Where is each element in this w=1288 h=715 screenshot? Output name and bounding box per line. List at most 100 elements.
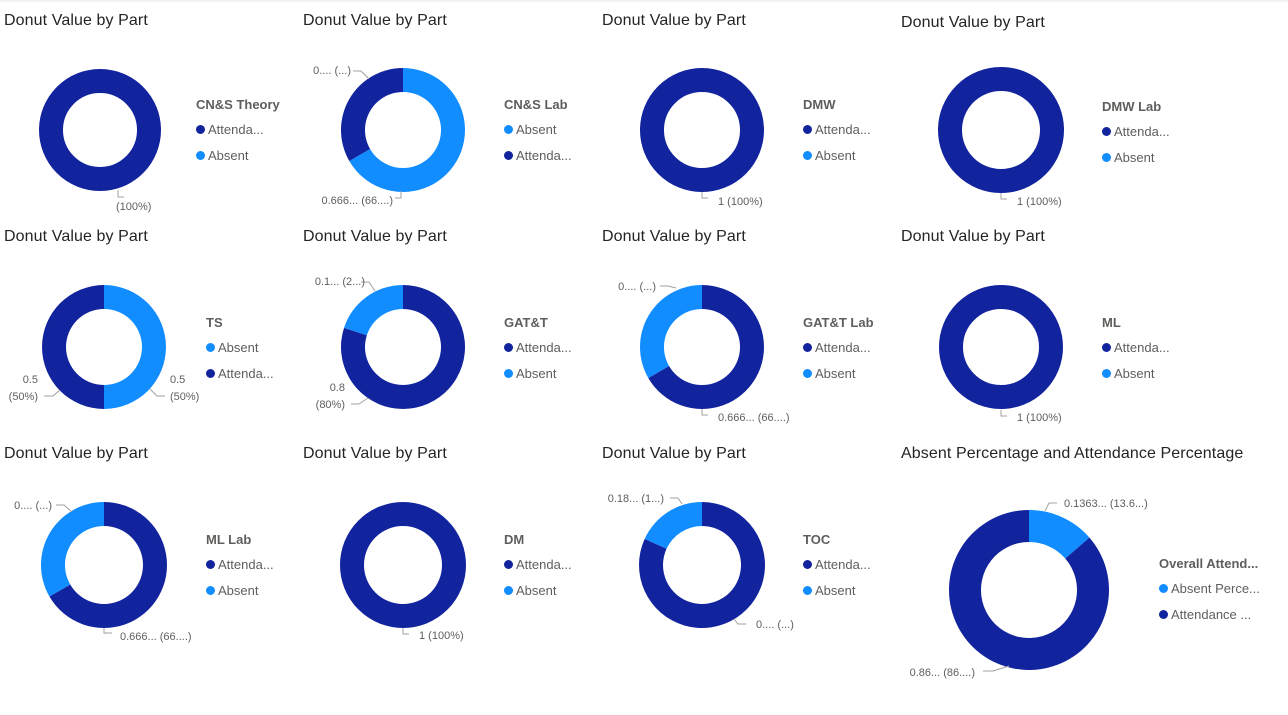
legend-item-attenda[interactable]: Attenda... <box>196 120 306 140</box>
legend-item-attenda[interactable]: Attenda... <box>206 555 316 575</box>
legend-item-absent[interactable]: Absent <box>803 364 913 384</box>
legend-item-attenda[interactable]: Attenda... <box>504 555 614 575</box>
slice-absent[interactable] <box>344 285 403 336</box>
legend: TS Absent Attenda... <box>206 314 316 384</box>
slice-absent[interactable] <box>104 285 166 409</box>
legend-item-absent[interactable]: Absent <box>803 146 913 166</box>
slice-attendance[interactable] <box>939 285 1063 409</box>
leader-line <box>353 70 370 80</box>
slice-attendance[interactable] <box>340 502 466 628</box>
legend-item-absent-perce[interactable]: Absent Perce... <box>1159 579 1269 599</box>
legend-item-attenda[interactable]: Attenda... <box>803 338 913 358</box>
donut-card-dm[interactable]: Donut Value by Part 1 (100%) DM Attenda... A… <box>299 433 594 648</box>
legend-label: Absent <box>208 148 249 163</box>
donut-card-gatandt[interactable]: Donut Value by Part 0.8 (80%) 0.1... (2...)… <box>299 216 594 431</box>
donut-card-ml-lab[interactable]: Donut Value by Part 0.666... (66....) 0...… <box>0 433 295 648</box>
leader-line <box>733 618 746 625</box>
legend-label: Absent <box>516 583 557 598</box>
donut-card-cnands-lab[interactable]: Donut Value by Part 0.666... (66....) 0...… <box>299 0 594 215</box>
legend-label: Absent <box>1114 366 1155 381</box>
slice-attendance[interactable] <box>640 68 764 192</box>
legend-item-absent[interactable]: Absent <box>504 581 614 601</box>
legend-label: Attenda... <box>218 366 274 381</box>
slice-attendance[interactable] <box>49 502 168 628</box>
data-label: 0.5 <box>23 374 38 386</box>
slice-absent[interactable] <box>644 502 702 549</box>
donut-card-dmw[interactable]: Donut Value by Part 1 (100%) DMW Attenda...… <box>598 0 893 215</box>
legend-item-attenda[interactable]: Attenda... <box>206 364 316 384</box>
donut-card-dmw-lab[interactable]: Donut Value by Part 1 (100%) DMW Lab Attend… <box>897 2 1192 217</box>
legend-label: Attenda... <box>208 122 264 137</box>
legend-item-attendance[interactable]: Attendance ... <box>1159 605 1269 625</box>
chart-title: Donut Value by Part <box>901 14 1045 31</box>
legend-label: Attenda... <box>1114 340 1170 355</box>
data-label: 0.... (...) <box>618 281 656 293</box>
leader-line <box>983 665 1010 672</box>
legend: TOC Attenda... Absent <box>803 531 913 601</box>
slice-absent[interactable] <box>349 68 465 192</box>
legend-label: Absent <box>1114 150 1155 165</box>
data-label: 1 (100%) <box>1017 196 1062 208</box>
legend-title: DM <box>504 532 525 547</box>
legend-item-attenda[interactable]: Attenda... <box>1102 338 1212 358</box>
slice-absent[interactable] <box>41 502 104 597</box>
legend-item-absent[interactable]: Absent <box>1102 148 1212 168</box>
donut-card-toc[interactable]: Donut Value by Part 0.... (...) 0.18... (1… <box>598 433 893 648</box>
legend-item-attenda[interactable]: Attenda... <box>803 555 913 575</box>
chart-title: Donut Value by Part <box>303 228 447 245</box>
legend-label: Attenda... <box>516 557 572 572</box>
donut-card-gatandt-lab[interactable]: Donut Value by Part 0.666... (66....) 0...… <box>598 216 893 431</box>
legend-dot-icon <box>1102 369 1111 378</box>
legend-title: Overall Attend... <box>1159 556 1259 571</box>
legend-item-absent[interactable]: Absent <box>206 581 316 601</box>
legend-item-absent[interactable]: Absent <box>196 146 306 166</box>
chart-title: Donut Value by Part <box>602 228 746 245</box>
legend-item-absent[interactable]: Absent <box>504 364 614 384</box>
slice-attendance[interactable] <box>938 67 1064 193</box>
donut-card-cnands-theory[interactable]: Donut Value by Part (100%) CN&S Theory Atte… <box>0 0 295 215</box>
legend-title: DMW <box>803 97 836 112</box>
legend-dot-icon <box>504 560 513 569</box>
slice-attendance[interactable] <box>341 285 465 409</box>
slice-attendance[interactable] <box>42 285 104 409</box>
slice-attendance[interactable] <box>639 502 765 628</box>
data-label: (100%) <box>116 201 151 213</box>
legend-item-absent[interactable]: Absent <box>504 120 614 140</box>
slice-attendance[interactable] <box>341 68 403 161</box>
legend-item-attenda[interactable]: Attenda... <box>1102 122 1212 142</box>
legend-dot-icon <box>206 586 215 595</box>
slice-attendance-percentage[interactable] <box>949 510 1109 670</box>
legend-item-absent[interactable]: Absent <box>803 581 913 601</box>
donut-chart-dm: 1 (100%) <box>340 502 466 642</box>
donut-chart-dmw: 1 (100%) <box>640 68 764 208</box>
legend-label: Absent <box>815 583 856 598</box>
data-label: 0.... (...) <box>756 619 794 631</box>
donut-card-overall-attend[interactable]: Absent Percentage and Attendance Percent… <box>897 433 1287 679</box>
donut-card-ml[interactable]: Donut Value by Part 1 (100%) ML Attenda... A… <box>897 216 1192 431</box>
data-label: 1 (100%) <box>419 630 464 642</box>
legend-item-absent[interactable]: Absent <box>1102 364 1212 384</box>
leader-line <box>1044 502 1057 512</box>
slice-absent[interactable] <box>640 285 702 378</box>
slice-absent-percentage[interactable] <box>1029 510 1090 559</box>
legend-dot-icon <box>1102 343 1111 352</box>
legend-title: DMW Lab <box>1102 99 1162 114</box>
legend-item-absent[interactable]: Absent <box>206 338 316 358</box>
legend-label: Absent Perce... <box>1171 581 1260 596</box>
donut-chart-cnands-theory: (100%) <box>39 69 161 213</box>
legend-item-attenda[interactable]: Attenda... <box>803 120 913 140</box>
data-label: (50%) <box>170 391 199 403</box>
data-label: 0.5 <box>170 374 185 386</box>
legend-dot-icon <box>504 586 513 595</box>
legend: DMW Attenda... Absent <box>803 96 913 166</box>
slice-attendance[interactable] <box>648 285 764 409</box>
donut-card-ts[interactable]: Donut Value by Part 0.5 (50%) 0.5 (50%) TS Abs… <box>0 216 295 431</box>
leader-line <box>701 409 708 416</box>
legend-item-attenda[interactable]: Attenda... <box>504 338 614 358</box>
legend-label: Absent <box>516 366 557 381</box>
legend-dot-icon <box>803 369 812 378</box>
donut-chart-gatandt-lab: 0.666... (66....) 0.... (...) <box>618 281 789 424</box>
legend-item-attenda[interactable]: Attenda... <box>504 146 614 166</box>
legend: DM Attenda... Absent <box>504 531 614 601</box>
slice-attendance[interactable] <box>39 69 161 191</box>
